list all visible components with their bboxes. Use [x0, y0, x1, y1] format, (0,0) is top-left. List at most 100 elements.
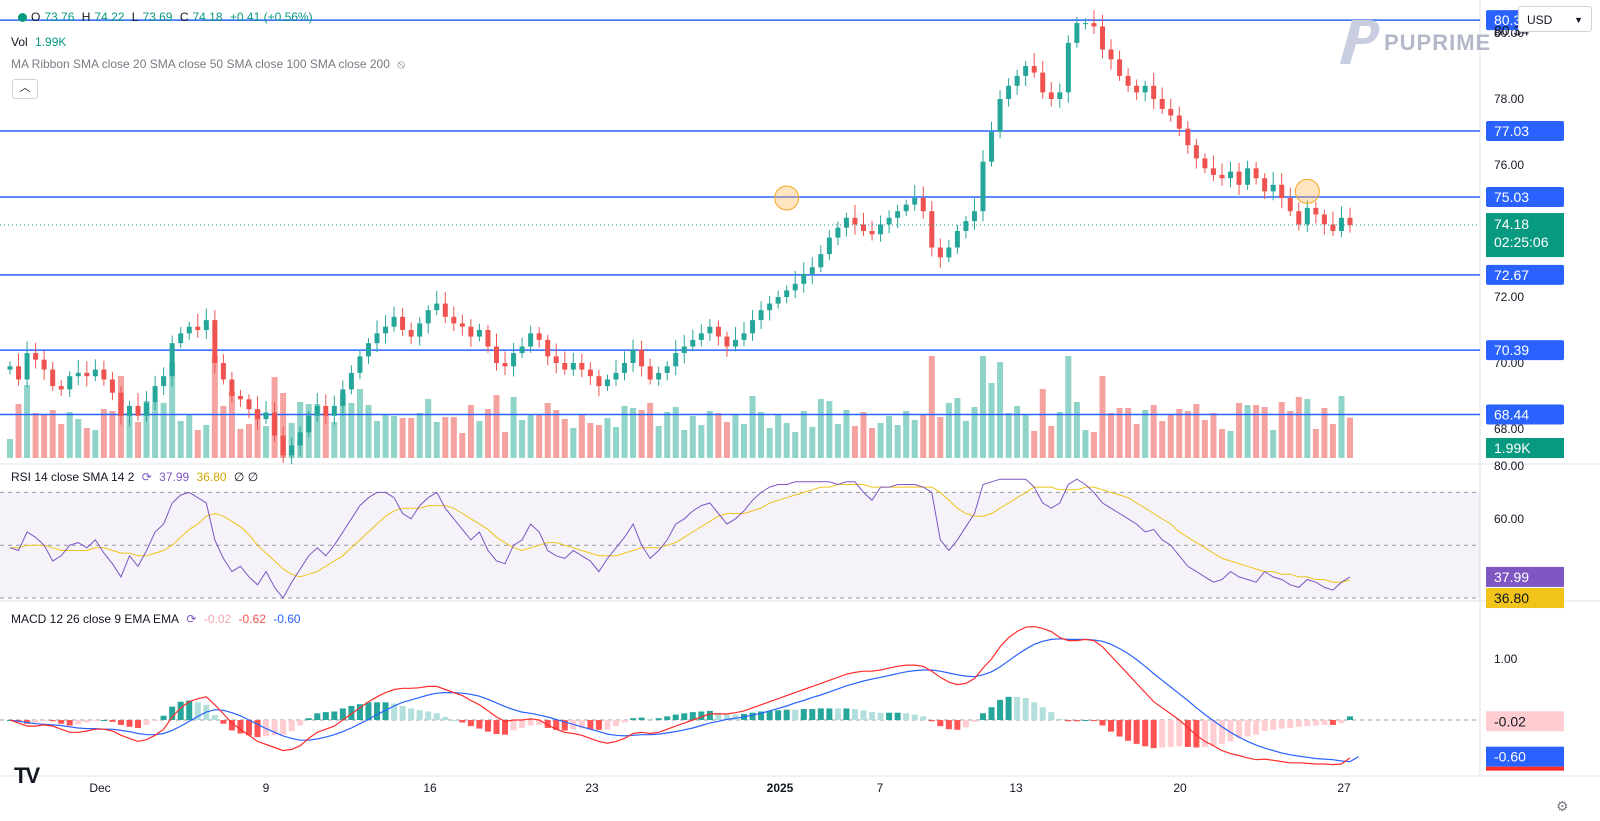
volume-bar — [450, 417, 457, 458]
candle-body — [383, 326, 389, 334]
macd-histogram-bar — [928, 720, 935, 722]
candle-body — [1338, 217, 1344, 231]
macd-histogram-bar — [1287, 720, 1294, 728]
macd-histogram-bar — [937, 720, 944, 727]
volume-bar — [339, 394, 346, 458]
volume-bar — [732, 415, 739, 458]
candle-body — [1253, 168, 1259, 179]
volume-bar — [1261, 407, 1268, 458]
tradingview-logo-icon[interactable]: TV — [14, 763, 40, 788]
macd-signal-line — [9, 638, 1359, 763]
candle-body — [1117, 59, 1123, 76]
candle-body — [750, 320, 756, 334]
candle-body — [152, 386, 158, 403]
candle-body — [1006, 85, 1012, 99]
candle-body — [818, 254, 824, 268]
rsi-sma-value-bg — [1486, 588, 1564, 609]
volume-bar — [1125, 408, 1132, 458]
candle-body — [1279, 184, 1285, 198]
volume-bar — [604, 418, 611, 458]
volume-bar — [1244, 405, 1251, 458]
rsi-settings-icon[interactable]: ⟳ — [141, 470, 152, 484]
candle-body — [536, 333, 542, 340]
candle-body — [954, 231, 960, 248]
macd-histogram-bar — [1082, 720, 1089, 722]
candle-body — [186, 326, 192, 334]
gear-icon[interactable]: ⚙ — [1556, 798, 1569, 814]
volume-bar — [1082, 430, 1089, 458]
candle-body — [1219, 174, 1225, 179]
volume-bar — [894, 425, 901, 458]
ma-ribbon-legend[interactable]: MA Ribbon SMA close 20 SMA close 50 SMA … — [11, 57, 406, 71]
candle-body — [878, 224, 884, 235]
time-tick-label: 2025 — [767, 781, 794, 795]
macd-histogram-bar — [664, 716, 671, 721]
candle-body — [16, 366, 22, 380]
macd-histogram-bar — [1133, 720, 1140, 744]
volume-axis-label: 1.99K — [1494, 440, 1531, 456]
candle-body — [1176, 115, 1182, 129]
candle-body — [1313, 207, 1319, 215]
macd-histogram-bar — [1347, 716, 1353, 721]
macd-histogram-bar — [903, 713, 910, 721]
chevron-up-icon: ︿ — [19, 82, 31, 94]
candle-body — [331, 405, 337, 416]
candle-body — [485, 330, 491, 347]
level-label-bg — [1486, 340, 1564, 361]
volume-bar — [510, 397, 517, 458]
candle-body — [400, 316, 406, 330]
macd-hist-value: -0.02 — [203, 612, 232, 626]
price-tick-label: 76.00 — [1494, 158, 1524, 172]
macd-histogram-bar — [399, 705, 406, 721]
macd-histogram-bar — [1312, 720, 1319, 726]
volume-bar — [621, 406, 628, 458]
macd-settings-icon[interactable]: ⟳ — [186, 612, 197, 626]
volume-bar — [715, 413, 722, 458]
macd-signal-value: -0.60 — [273, 612, 301, 626]
volume-bar — [1090, 432, 1097, 458]
candle-body — [434, 303, 440, 311]
volume-bar — [817, 399, 824, 458]
eye-hidden-icon[interactable]: ⦸ — [397, 57, 406, 71]
macd-histogram-bar — [66, 720, 73, 726]
macd-histogram-bar — [681, 713, 688, 721]
volume-bar — [775, 414, 782, 458]
level-label: 77.03 — [1494, 123, 1529, 139]
currency-select[interactable]: USD ▼ — [1518, 6, 1592, 32]
time-tick-label: 9 — [263, 781, 270, 795]
volume-bar — [484, 409, 491, 458]
candle-body — [630, 349, 636, 363]
macd-histogram-bar — [1304, 720, 1311, 727]
candle-body — [545, 339, 551, 357]
volume-bar — [945, 403, 952, 458]
time-tick-label: 27 — [1337, 781, 1351, 795]
candle-body — [1236, 171, 1242, 185]
volume-bar — [1150, 405, 1157, 458]
volume-bar — [783, 423, 790, 458]
volume-bar — [979, 356, 986, 458]
collapse-legend-button[interactable]: ︿ — [12, 79, 38, 99]
volume-bar — [1056, 412, 1063, 458]
volume-bar — [348, 403, 355, 458]
macd-histogram-bar — [356, 704, 363, 721]
candle-body — [451, 316, 457, 324]
candle-body — [989, 132, 995, 162]
macd-histogram-bar — [408, 708, 415, 721]
candle-body — [1108, 49, 1114, 60]
macd-histogram-bar — [1193, 720, 1200, 748]
macd-histogram-bar — [1244, 720, 1251, 737]
candle-body — [297, 432, 303, 446]
candle-body — [963, 221, 969, 231]
candle-body — [109, 379, 115, 393]
candle-body — [903, 204, 909, 212]
level-label: 70.39 — [1494, 342, 1529, 358]
macd-histogram-bar — [92, 720, 99, 722]
candle-body — [656, 372, 662, 380]
volume-bar — [126, 413, 133, 458]
volume-bar — [109, 411, 116, 458]
level-label-bg — [1486, 264, 1564, 285]
macd-histogram-bar — [459, 720, 466, 723]
candle-body — [118, 392, 124, 416]
macd-histogram-bar — [1125, 720, 1132, 741]
